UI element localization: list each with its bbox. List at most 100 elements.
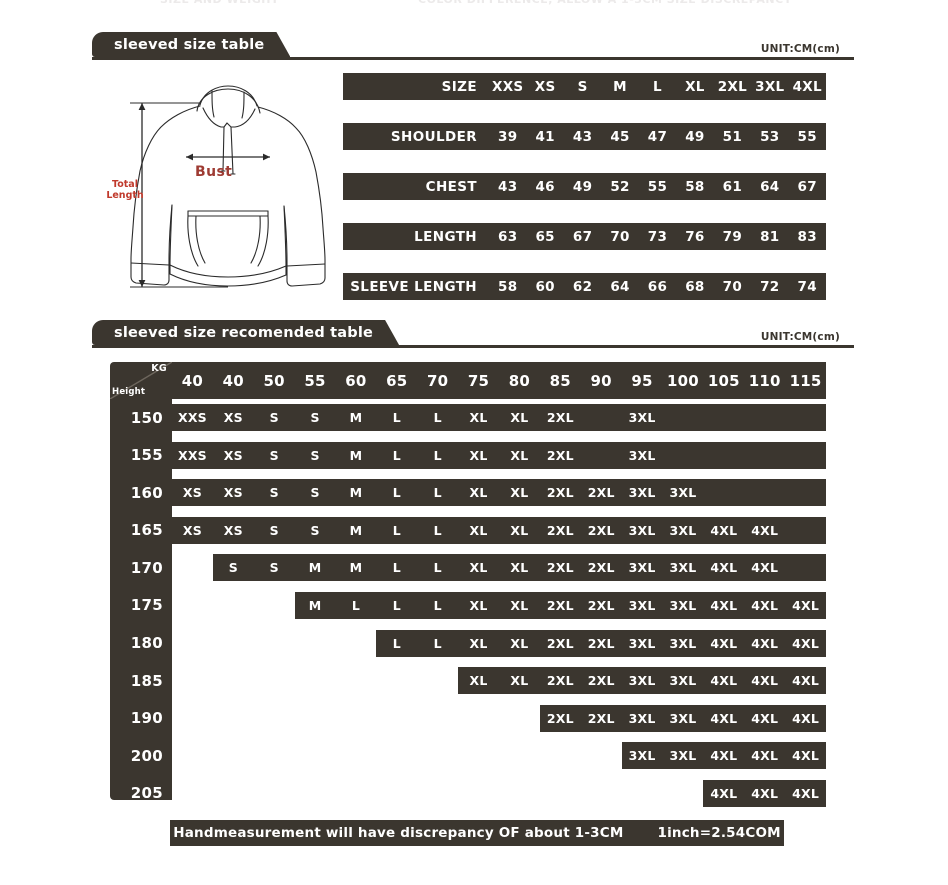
rec-table-size-cell: 2XL — [546, 673, 574, 689]
section-tab-label: sleeved size recomended table — [114, 324, 374, 341]
size-table-header-cell: 3XL — [755, 78, 785, 95]
rec-table-size-cell: 3XL — [669, 673, 697, 689]
rec-table-size-cell: L — [392, 447, 401, 463]
rec-table-weight-header-cell: 110 — [748, 371, 781, 390]
rec-table-size-cell: M — [349, 410, 363, 425]
rec-table-size-cell: 3XL — [669, 522, 697, 538]
size-table-cell: 46 — [535, 178, 555, 195]
rec-table-row-bar: XS XS S S M L L XL XL 2XL 2XL 3XL 3XL — [172, 479, 826, 507]
rec-table-size-cell: 4XL — [751, 673, 779, 689]
rec-table-size-cell: L — [433, 485, 442, 501]
rec-table-weight-header-cell: 70 — [427, 371, 449, 390]
rec-table-row: 180 L L XL XL 2XL 2XL 3XL 3XL 4XL 4XL 4XL — [110, 627, 826, 660]
size-table-cell: 64 — [760, 178, 780, 195]
rec-table-row-bar: 4XL 4XL 4XL — [703, 779, 826, 807]
size-table-cell: 72 — [760, 278, 780, 295]
size-table-cell: 55 — [647, 178, 668, 195]
rec-table-row: 160 XS XS S S M L L XL XL 2XL 2XL 3XL 3XL — [110, 476, 826, 509]
rec-table-size-cell: L — [433, 447, 442, 463]
size-table-row-label: LENGTH — [414, 228, 477, 245]
corner-kg-label: KG — [151, 363, 167, 374]
rec-table-size-cell: M — [349, 447, 363, 463]
rec-table-size-cell: L — [392, 560, 401, 576]
total-length-arrow — [130, 102, 228, 288]
rec-table-header-row: KG Height 40 40 50 55 60 65 70 75 80 85 90 95 100 105 11… — [110, 362, 826, 399]
rec-table-size-cell: M — [349, 485, 363, 501]
rec-table-size-cell: 2XL — [546, 410, 574, 425]
size-table-cell: 49 — [685, 128, 705, 145]
rec-table-size-cell: L — [392, 522, 401, 538]
rec-table-weight-header-cell: 50 — [263, 371, 285, 390]
rec-table-size-cell: XS — [182, 485, 202, 501]
rec-table-weight-header-cell: 40 — [181, 371, 204, 390]
size-table-cell: 70 — [610, 228, 630, 245]
sleeved-size-recomended-table-header: sleeved size recomended table UNIT:CM(cm… — [92, 320, 854, 348]
rec-table-row: 175 M L L L XL XL 2XL 2XL 3XL 3XL 4XL 4XL 4XL — [110, 589, 826, 622]
rec-table-weight-header-cell: 40 — [222, 371, 244, 390]
rec-table-weight-header-cell: 95 — [631, 371, 653, 390]
size-table-row: CHEST 43 46 49 52 55 58 61 64 67 — [343, 173, 826, 200]
rec-table-size-cell: 4XL — [751, 522, 779, 538]
size-table-row: SIZE XXS XS S M L XL 2XL 3XL 4XL — [343, 73, 826, 100]
cut-off-top-text-right: COLOR DIFFERENCE, ALLOW A 1-3CM SIZE DIS… — [418, 0, 792, 6]
rec-table-row-bar: XL XL 2XL 2XL 3XL 3XL 4XL 4XL 4XL — [458, 667, 826, 695]
rec-table-size-cell: L — [433, 560, 442, 576]
rec-table-size-cell: 2XL — [587, 710, 615, 726]
measurement-disclaimer: Handmeasurement will have discrepancy OF… — [170, 820, 784, 846]
rec-table-size-cell: 2XL — [587, 635, 615, 651]
rec-table-height-cell: 200 — [130, 746, 163, 765]
rec-table-height-cell: 180 — [130, 634, 163, 653]
size-table-row: LENGTH 63 65 67 70 73 76 79 81 83 — [343, 223, 826, 250]
rec-table-size-cell: 4XL — [710, 748, 738, 764]
size-table-cell: 58 — [685, 178, 705, 195]
total-length-label-line1: Total — [112, 179, 138, 190]
corner-diagonal-divider — [110, 362, 172, 399]
size-table-cell: 60 — [535, 278, 555, 295]
rec-table-size-cell: 3XL — [628, 635, 656, 651]
cut-off-top-text: SIZE AND WEIGHT COLOR DIFFERENCE, ALLOW … — [0, 0, 948, 10]
rec-table-size-cell: 3XL — [628, 485, 656, 501]
rec-table-size-cell: 2XL — [546, 485, 574, 501]
rec-table-size-cell: XL — [469, 447, 488, 463]
rec-table-weight-header-cell: 60 — [345, 371, 367, 390]
rec-table-size-cell: S — [310, 447, 320, 463]
size-table-cell: 55 — [797, 128, 817, 145]
size-table-row-label: CHEST — [425, 178, 477, 195]
rec-table-size-cell: 2XL — [546, 447, 574, 463]
rec-table-size-cell: 2XL — [587, 560, 615, 576]
size-table-cell: 67 — [797, 178, 817, 195]
rec-table-size-cell: XL — [510, 673, 529, 689]
rec-table-height-cell: 170 — [130, 558, 163, 577]
size-table-header-cell: XL — [685, 78, 705, 95]
rec-table-size-cell: 4XL — [751, 710, 779, 726]
rec-table-size-cell: 2XL — [546, 522, 574, 538]
rec-table-size-cell: 4XL — [792, 710, 820, 726]
size-table-cell: 53 — [760, 128, 780, 145]
rec-table-row: 200 3XL 3XL 4XL 4XL 4XL — [110, 739, 826, 772]
rec-table-row: 190 2XL 2XL 3XL 3XL 4XL 4XL 4XL — [110, 702, 826, 735]
sleeved-size-table-header: sleeved size table UNIT:CM(cm) — [92, 32, 854, 60]
size-table-cell: 76 — [685, 228, 705, 245]
header-underline — [92, 57, 854, 60]
rec-table-size-cell: 3XL — [669, 635, 697, 651]
rec-table-size-cell: 3XL — [628, 560, 656, 576]
rec-table-size-cell: XL — [510, 485, 529, 501]
rec-table-size-cell: S — [269, 522, 279, 538]
rec-table-size-cell: 4XL — [792, 635, 820, 651]
size-table-row: SHOULDER 39 41 43 45 47 49 51 53 55 — [343, 123, 826, 150]
rec-table-size-cell: 3XL — [669, 485, 697, 501]
size-table-cell: 63 — [498, 228, 518, 245]
rec-table-size-cell: XL — [510, 597, 529, 613]
rec-table-size-cell: 4XL — [751, 560, 779, 576]
corner-height-label: Height — [112, 387, 146, 397]
rec-table-size-cell: 3XL — [628, 447, 656, 463]
size-table-cell: 67 — [572, 228, 593, 245]
rec-table-size-cell: 2XL — [546, 710, 574, 726]
rec-table-size-cell: XS — [223, 410, 243, 425]
size-table-cell: 43 — [572, 128, 593, 145]
size-table-header-cell: 2XL — [717, 78, 747, 95]
rec-table-size-cell: XL — [469, 597, 488, 613]
size-table-row-label: SHOULDER — [390, 128, 477, 145]
rec-table-size-cell: S — [310, 522, 320, 538]
rec-table-size-cell: 3XL — [628, 522, 656, 538]
